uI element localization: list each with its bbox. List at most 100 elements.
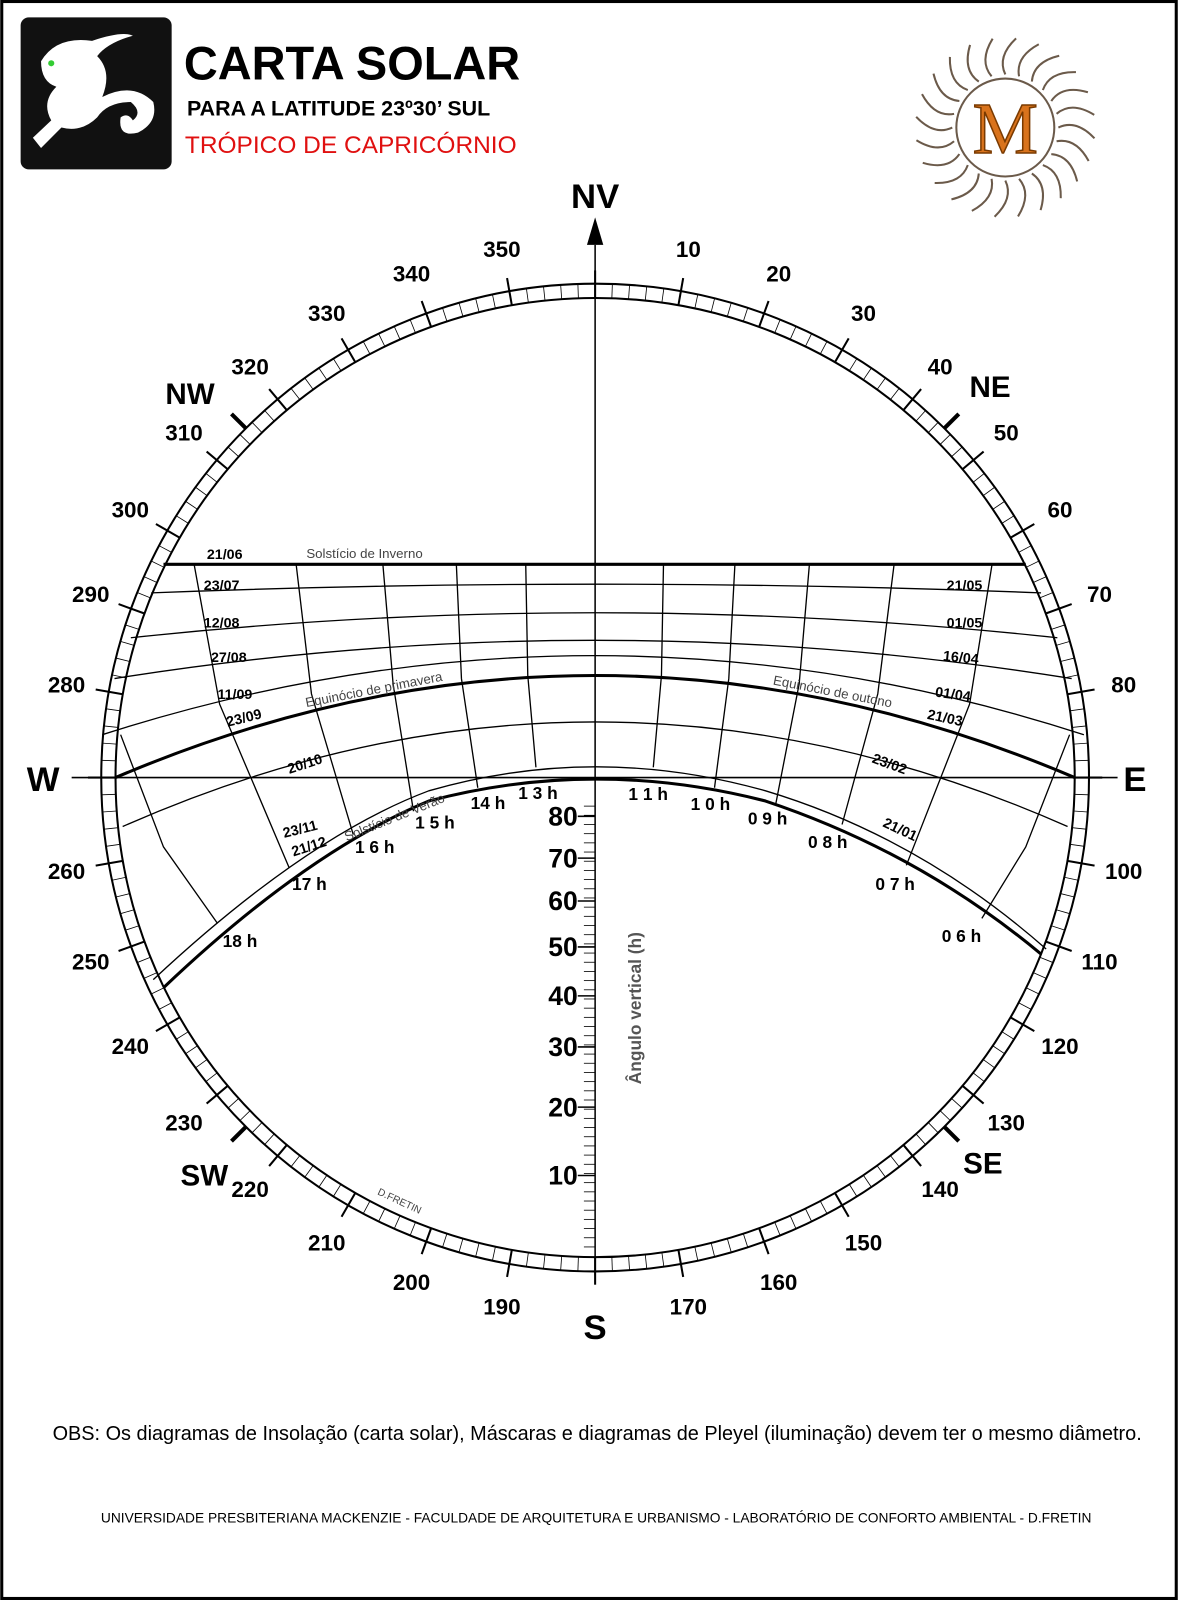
region: TRÓPICO DE CAPRICÓRNIO [185,132,517,159]
hour-line [455,564,479,788]
cardinal-labels: NV S W E [27,178,1147,1347]
hour-label: 17 h [292,874,327,894]
ring-tick [915,410,926,422]
ring-tick [151,987,165,995]
date-label: 23/07 [204,578,240,594]
sun-logo: M [915,37,1096,218]
altitude-axis-label: Ângulo vertical (h) [625,932,645,1084]
ring-tick [290,388,301,400]
ring-tick [115,893,130,898]
ring-tick [1039,592,1054,599]
azimuth-label: 50 [994,421,1019,446]
hour-label: 14 h [471,793,506,813]
ring-tick [992,501,1005,510]
ring-tick [644,286,648,301]
intercardinal-tick [230,412,248,430]
ring-tick [951,446,963,457]
ring-tick [1064,876,1079,881]
ring-tick [543,1254,546,1269]
cardinal-label: E [1123,761,1146,799]
date-label: 12/08 [204,616,240,632]
sun-ray [1001,37,1017,75]
hour-line [841,564,895,825]
ring-tick [789,1215,797,1229]
ring-tick [442,1233,448,1248]
hour-labels: 18 h 17 h 1 6 h 1 5 h 14 h 1 3 h 1 1 h 1… [223,783,982,951]
ring-tick [420,300,433,328]
cardinal-label: NE [969,371,1010,404]
hour-line [120,734,219,924]
sun-ray [922,153,961,167]
azimuth-label: 30 [851,301,876,326]
ring-tick [804,1208,812,1222]
ring-tick [661,1252,665,1267]
ring-tick [1018,1002,1032,1010]
sun-ray [1042,164,1062,199]
ring-tick [661,288,665,303]
azimuth-label: 150 [845,1231,882,1256]
altitude-label: 30 [548,1032,578,1062]
azimuth-label: 310 [165,421,202,446]
ring-tick [251,1122,263,1134]
note: OBS: Os diagramas de Insolação (carta so… [53,1423,1142,1445]
sun-ray [984,38,994,77]
capricorn-logo [20,17,172,170]
hour-line [775,564,811,805]
date-curve [130,612,1058,639]
hour-line [981,734,1071,919]
ring-tick [492,294,496,309]
ring-tick [1009,1016,1035,1033]
ring-tick [304,377,314,390]
azimuth-label: 280 [48,673,85,698]
ring-tick [475,1242,480,1257]
hour-line [525,564,537,768]
ring-tick [378,1208,386,1222]
ring-tick [939,1110,951,1121]
ring-tick [120,909,135,915]
ring-tick [264,1133,275,1145]
azimuth-label: 60 [1047,497,1072,522]
hour-line [652,564,665,768]
sun-ray [948,56,969,91]
azimuth-label: 340 [393,261,430,286]
date-curve [114,639,1072,680]
azimuth-label: 300 [112,497,149,522]
ring-tick [848,1184,858,1197]
ring-tick [268,1144,288,1167]
ring-tick [742,307,749,322]
ring-tick [834,337,850,363]
ring-tick [268,388,288,411]
ring-tick [1039,956,1054,963]
azimuth-label: 170 [670,1294,707,1319]
ring-tick [982,1059,995,1069]
subtitle: PARA A LATITUDE 23º30’ SUL [187,96,490,120]
cardinal-label: NW [165,378,214,411]
ring-tick [1033,972,1047,979]
date-label: 21/03 [926,707,964,730]
azimuth-label: 20 [766,261,791,286]
hour-label: 1 5 h [415,813,454,833]
hour-label: 0 6 h [942,926,982,946]
ring-tick [902,1144,922,1167]
ring-tick [105,708,121,712]
azimuth-label: 320 [231,355,268,380]
ring-tick [1072,725,1087,728]
ring-tick [120,641,135,646]
sun-ray [1017,43,1040,77]
azimuth-label: 190 [483,1294,520,1319]
ring-tick [939,434,951,445]
ring-tick [195,486,208,496]
sun-ray [915,139,955,149]
ring-tick [205,1072,218,1082]
sun-ray [934,164,969,185]
ring-tick [694,294,699,309]
ring-tick [848,358,858,372]
north-arrow [586,217,604,245]
intercardinal-tick [230,1125,248,1143]
date-label: 01/04 [934,685,972,706]
date-label: 21/06 [207,547,243,563]
ring-tick [543,286,546,301]
ring-tick [1060,893,1075,898]
ring-tick [525,1252,529,1267]
